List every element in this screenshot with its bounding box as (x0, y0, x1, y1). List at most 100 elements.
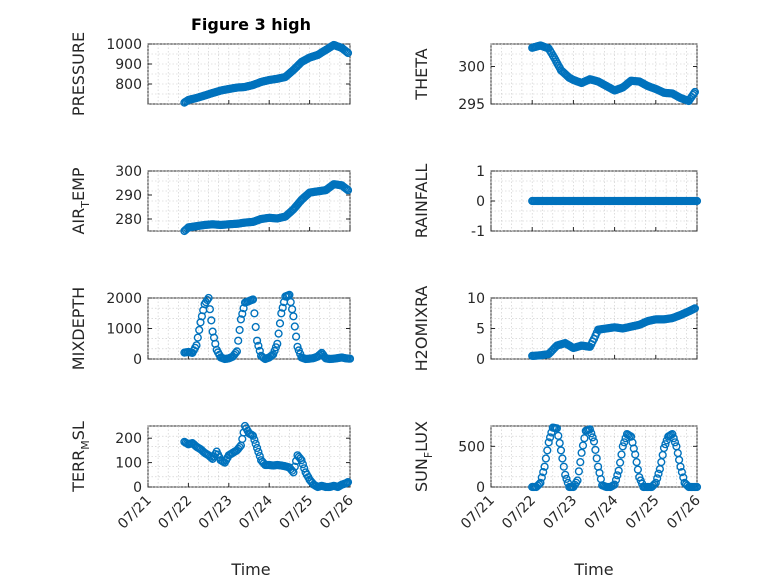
data-point (277, 309, 286, 318)
y-axis-label-main: THETA (412, 48, 431, 100)
subplot-mixdepth: 0 1000 2000 MIXDEPTH (69, 287, 355, 370)
data-point (292, 332, 301, 341)
y-tick-label: 5 (476, 322, 485, 338)
data-point (631, 450, 640, 459)
data-point (192, 341, 201, 350)
data-point (633, 465, 643, 474)
y-tick-label: -1 (471, 224, 485, 240)
data-point (343, 478, 353, 487)
y-tick-label: 900 (115, 57, 142, 73)
y-tick-label: 0 (476, 480, 485, 496)
data-point (668, 430, 677, 439)
x-tick-label: 07/23 (196, 493, 236, 533)
data-point (670, 438, 680, 447)
data-point (654, 469, 663, 478)
y-tick-label: 2000 (106, 291, 142, 307)
subplot-airtemp: 280 290 300 AIRTEMP (69, 164, 353, 236)
y-axis-label-main: PRESSURE (69, 32, 88, 116)
data-point (537, 473, 546, 482)
data-point (343, 186, 353, 195)
data-point (651, 478, 660, 488)
data-point (345, 354, 355, 363)
data-point (341, 46, 350, 56)
subplot-h2omixra: 0 5 10 H2OMIXRA (412, 286, 700, 372)
data-point (555, 439, 564, 448)
data-point (659, 443, 669, 453)
data-point (545, 433, 555, 442)
data-point (679, 473, 688, 482)
data-point (248, 295, 258, 304)
data-point (589, 437, 599, 446)
data-point (275, 319, 285, 328)
figure-title: Figure 3 high (191, 15, 311, 34)
x-tick-label: 07/23 (540, 493, 580, 533)
data-point (614, 466, 623, 475)
data-point (577, 448, 586, 457)
y-tick-label: 0 (476, 352, 485, 368)
data-point (574, 467, 584, 476)
data-point (290, 322, 299, 331)
data-point (250, 435, 259, 444)
data-point (690, 304, 700, 313)
y-tick-label: 290 (115, 188, 142, 204)
data-point (300, 464, 309, 473)
data-point (690, 87, 700, 97)
data-point (591, 445, 600, 455)
data-point (253, 336, 262, 345)
data-point (293, 342, 302, 351)
data-point (561, 470, 570, 479)
y-axis-label-tail: EMP (69, 167, 88, 201)
data-point (205, 305, 215, 314)
data-point (238, 309, 247, 318)
y-tick-label: 200 (115, 431, 142, 447)
y-axis-label: H2OMIXRA (412, 286, 431, 372)
subplot-terrmsl: 0 100 200 07/21 07/22 07/23 07/24 07/25 07/26 TER… (69, 421, 357, 532)
data-point (273, 339, 282, 348)
data-point (562, 474, 571, 484)
data-point (541, 454, 551, 463)
x-tick-label: 07/22 (155, 493, 195, 533)
y-tick-label: 300 (115, 164, 142, 180)
y-axis-label-main: SUN (412, 458, 431, 492)
data-point (539, 468, 548, 477)
data-point (204, 293, 213, 303)
data-point (618, 442, 627, 451)
data-point (620, 438, 629, 447)
data-point (552, 424, 562, 433)
data-point (290, 462, 299, 471)
subplot-rainfall: -1 0 1 RAINFALL (412, 164, 702, 240)
subplot-pressure: 800 900 1000 PRESSURE (69, 32, 353, 116)
y-axis-label-subscript: M (79, 440, 92, 450)
data-point (669, 434, 678, 443)
y-axis-label-main: AIR (69, 208, 88, 235)
y-axis-label-main: TERR (69, 450, 88, 493)
data-point (615, 458, 625, 467)
data-point (588, 433, 597, 442)
data-point (234, 336, 243, 345)
y-axis-label: THETA (412, 48, 431, 100)
data-point (585, 425, 595, 434)
y-axis-label: RAINFALL (412, 164, 431, 239)
data-point (297, 456, 306, 465)
data-point (343, 48, 353, 58)
data-point (235, 325, 244, 335)
y-axis-label: TERRMSL (69, 421, 92, 493)
data-point (692, 196, 702, 206)
data-point (617, 450, 626, 459)
subplot-theta: 295 300 THETA (412, 41, 700, 113)
data-point (580, 434, 589, 443)
x-axis-label-right: Time (573, 560, 613, 579)
data-point (251, 439, 260, 449)
y-tick-label: 1000 (106, 37, 142, 53)
data-point (587, 429, 596, 438)
data-point (540, 462, 549, 471)
x-tick-label: 07/21 (115, 493, 155, 533)
x-axis-label-left: Time (230, 560, 270, 579)
y-axis-label: PRESSURE (69, 32, 88, 116)
y-tick-label: 0 (133, 352, 142, 368)
y-tick-label: 1 (476, 164, 485, 180)
data-point (289, 312, 298, 321)
x-tick-label: 07/25 (623, 493, 663, 533)
data-point (289, 468, 298, 477)
